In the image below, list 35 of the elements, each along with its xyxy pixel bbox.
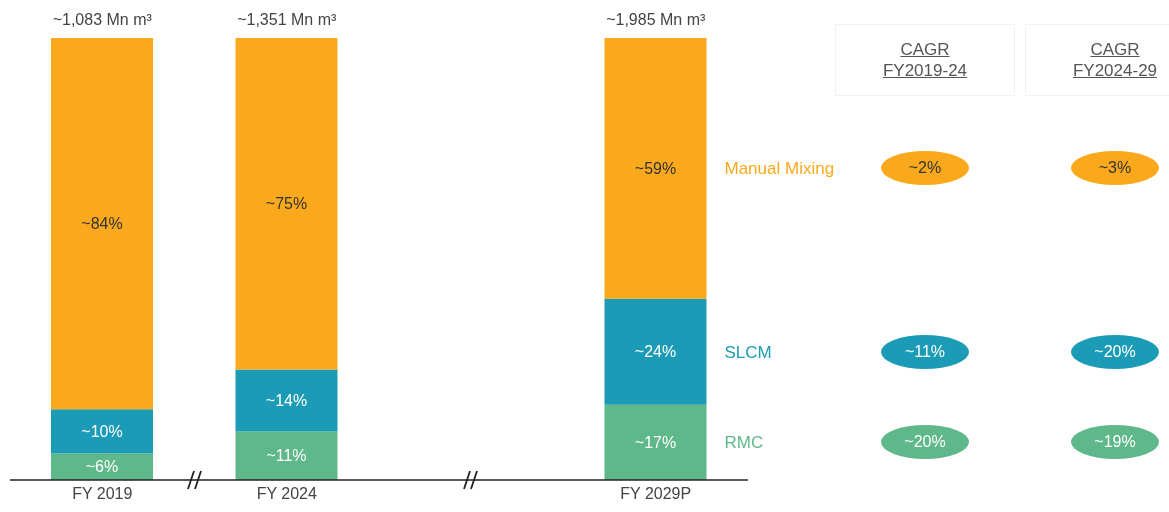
text: ~3%: [1071, 151, 1159, 186]
text: ~2%: [881, 151, 969, 186]
data-label: ~14%: [265, 392, 308, 410]
series-label: Manual Mixing: [724, 159, 835, 179]
bar: [235, 38, 338, 370]
bar: [235, 369, 338, 432]
bar: [604, 38, 707, 299]
data-label: ~59%: [634, 159, 677, 177]
annotation: ~1,985 Mn m³: [605, 11, 707, 29]
text: ~11%: [881, 334, 969, 369]
annotation: ~1,083 Mn m³: [51, 11, 153, 29]
x-tick-label: FY 2019: [72, 485, 133, 503]
series-label: SLCM: [724, 342, 772, 362]
text: ~19%: [1071, 425, 1159, 460]
data-label: ~11%: [266, 447, 307, 465]
data-label: ~6%: [85, 458, 119, 476]
data-label: ~24%: [634, 343, 677, 361]
bar: [235, 431, 338, 480]
data-label: ~84%: [81, 215, 123, 233]
x-tick-label: FY 2029P: [620, 485, 692, 503]
bar: [604, 298, 707, 405]
x-tick-label: FY 2024: [256, 485, 317, 503]
text: ~20%: [881, 425, 969, 460]
data-label: ~10%: [81, 422, 123, 440]
data-label: ~17%: [634, 434, 677, 452]
bar: [604, 404, 707, 480]
text: CAGR FY2019-24: [881, 39, 969, 81]
data-label: ~75%: [265, 195, 308, 213]
text: ~20%: [1071, 334, 1159, 369]
text: CAGR FY2024-29: [1071, 39, 1159, 81]
bar: [51, 38, 153, 410]
bar: [51, 453, 153, 480]
annotation: ~1,351 Mn m³: [236, 11, 338, 29]
bar: [51, 409, 153, 454]
series-label: RMC: [724, 433, 764, 453]
